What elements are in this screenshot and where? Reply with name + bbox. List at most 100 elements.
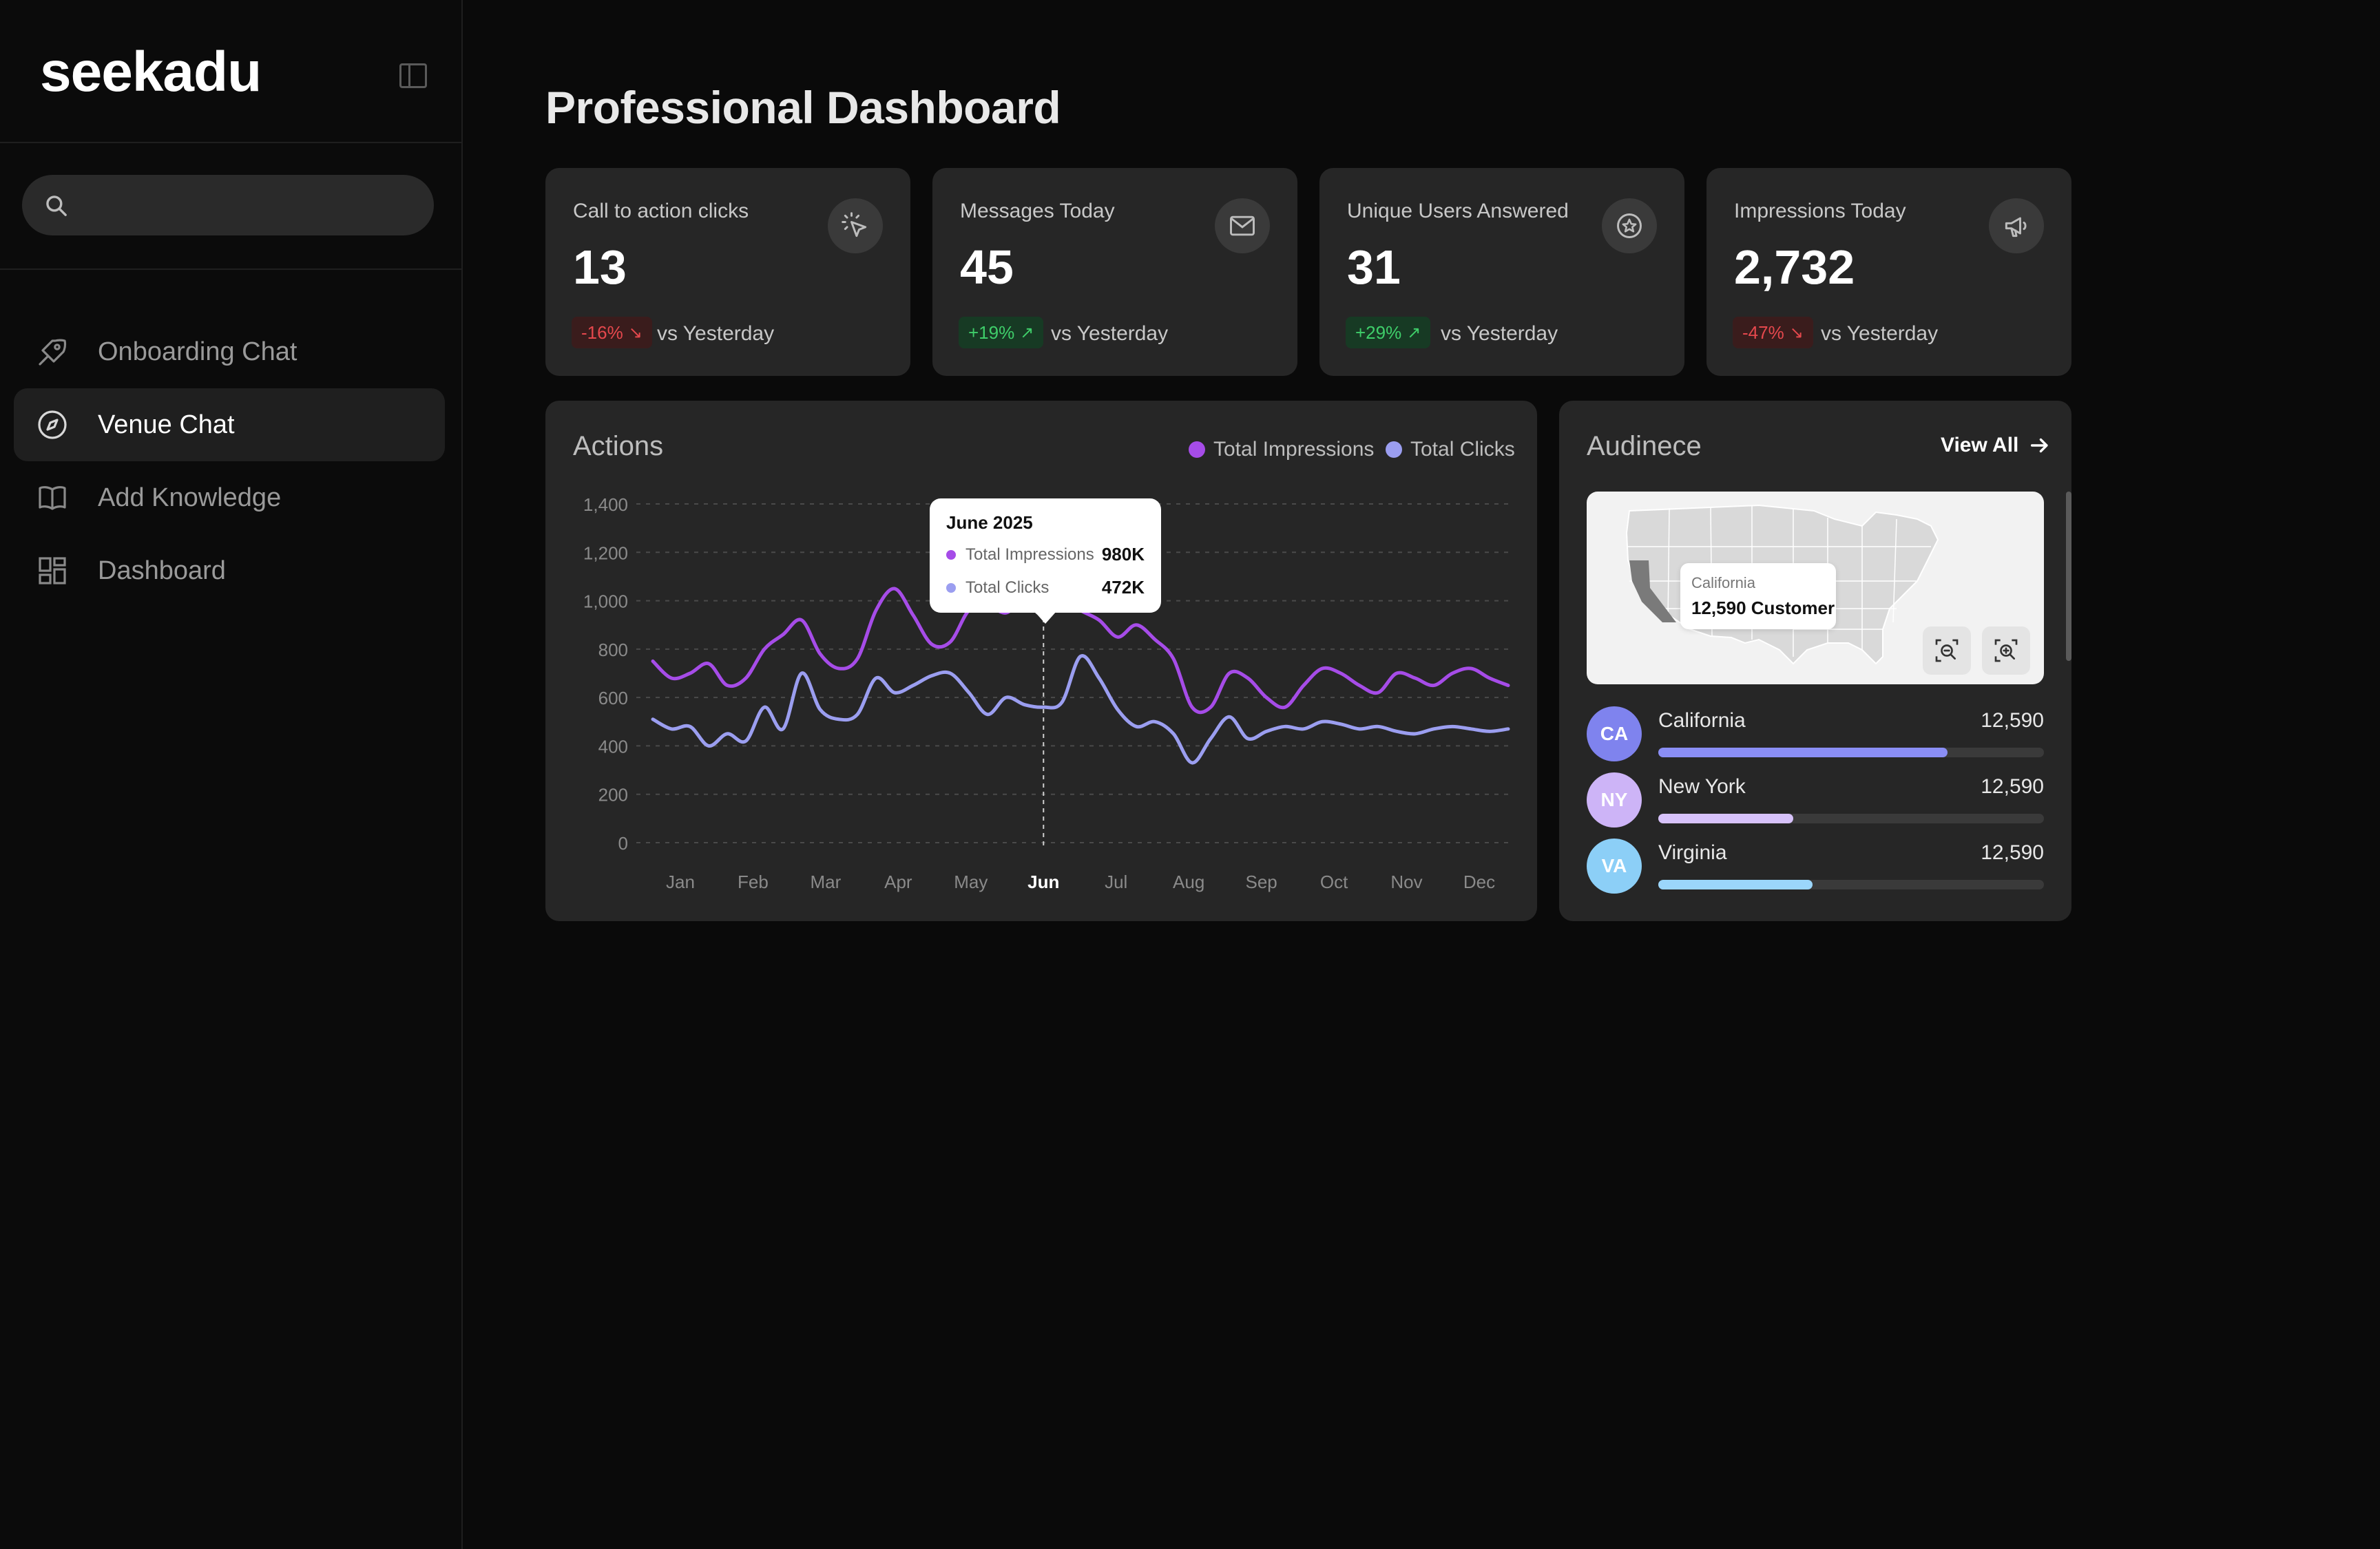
tooltip-row-value: 980K xyxy=(1101,544,1145,565)
actions-title: Actions xyxy=(573,431,664,461)
actions-panel xyxy=(545,401,1537,921)
tooltip-swatch xyxy=(946,549,956,560)
x-tick-label: Aug xyxy=(1173,872,1204,892)
region-row-california: CA California 12,590 xyxy=(1587,706,2044,761)
view-all-link[interactable]: View All xyxy=(1941,434,2052,457)
legend-swatch xyxy=(1386,441,1402,458)
sidebar-item-label: Add Knowledge xyxy=(98,483,282,512)
region-avatar: NY xyxy=(1587,772,1642,828)
stat-card-messages-today: Messages Today 45 +19% ↗ vs Yesterday xyxy=(932,168,1297,376)
megaphone-icon xyxy=(1989,198,2044,253)
audience-scrollbar[interactable] xyxy=(2066,492,2071,661)
region-name: New York xyxy=(1658,775,1746,798)
y-tick-label: 1,200 xyxy=(583,542,628,563)
x-tick-label: Jul xyxy=(1105,872,1127,892)
stat-value: 45 xyxy=(960,240,1014,294)
mail-icon xyxy=(1215,198,1270,253)
map-tooltip: California 12,590 Customer xyxy=(1680,563,1836,629)
region-progress-track xyxy=(1658,880,2044,889)
divider xyxy=(0,142,463,143)
sidebar-item-label: Onboarding Chat xyxy=(98,337,298,366)
zoom-in-icon xyxy=(1994,639,2018,662)
star-badge-icon xyxy=(1602,198,1657,253)
region-avatar: VA xyxy=(1587,839,1642,894)
y-tick-label: 1,000 xyxy=(583,591,628,612)
zoom-in-button[interactable] xyxy=(1982,626,2030,675)
sidebar-item-onboarding-chat[interactable]: Onboarding Chat xyxy=(14,315,445,388)
tooltip-title: June 2025 xyxy=(946,512,1033,533)
stat-label: Unique Users Answered xyxy=(1347,200,1569,222)
y-tick-label: 400 xyxy=(598,736,628,757)
region-progress-fill xyxy=(1658,814,1793,823)
cursor-click-icon xyxy=(828,198,883,253)
region-row-new-york: NY New York 12,590 xyxy=(1587,772,2044,828)
map-tooltip-label: California xyxy=(1691,574,1755,591)
comparison-label: vs Yesterday xyxy=(657,322,775,345)
stat-label: Call to action clicks xyxy=(573,200,749,222)
region-name: California xyxy=(1658,709,1746,732)
region-row-virginia: VA Virginia 12,590 xyxy=(1587,839,2044,894)
y-tick-label: 0 xyxy=(618,833,628,854)
stat-card-unique-users: Unique Users Answered 31 +29% ↗ vs Yester… xyxy=(1319,168,1684,376)
page-title: Professional Dashboard xyxy=(545,82,1061,133)
book-icon xyxy=(39,486,66,510)
sidebar-item-add-knowledge[interactable]: Add Knowledge xyxy=(14,461,445,534)
region-avatar: CA xyxy=(1587,706,1642,761)
change-value: +19% xyxy=(968,322,1015,343)
x-tick-label: Apr xyxy=(884,872,912,892)
view-all-label: View All xyxy=(1941,434,2019,456)
change-badge: +19% ↗ xyxy=(959,317,1044,348)
region-value: 12,590 xyxy=(1981,775,2044,798)
change-badge: -47% ↘ xyxy=(1733,317,1813,348)
sidebar-item-venue-chat[interactable]: Venue Chat xyxy=(14,388,445,461)
tooltip-row-clicks: Total Clicks 472K xyxy=(946,577,1145,598)
region-value: 12,590 xyxy=(1981,841,2044,864)
change-badge: +29% ↗ xyxy=(1346,317,1431,348)
region-progress-track xyxy=(1658,814,2044,823)
y-tick-label: 200 xyxy=(598,785,628,805)
arrow-down-right-icon: ↘ xyxy=(628,323,643,342)
arrow-up-right-icon: ↗ xyxy=(1407,323,1421,342)
region-progress-fill xyxy=(1658,748,1948,757)
stat-label: Messages Today xyxy=(960,200,1115,222)
divider xyxy=(0,268,463,270)
tooltip-row-label: Total Clicks xyxy=(965,578,1050,597)
comparison-label: vs Yesterday xyxy=(1441,322,1558,345)
rocket-icon xyxy=(39,339,67,366)
region-progress-fill xyxy=(1658,880,1813,889)
legend-label: Total Impressions xyxy=(1213,438,1375,461)
arrow-down-right-icon: ↘ xyxy=(1789,323,1804,342)
legend-label: Total Clicks xyxy=(1410,438,1515,461)
legend-total-clicks[interactable]: Total Clicks xyxy=(1386,438,1515,461)
x-tick-label: Mar xyxy=(811,872,842,892)
y-tick-label: 600 xyxy=(598,688,628,708)
arrow-right-icon xyxy=(2031,438,2049,453)
tooltip-swatch xyxy=(946,582,956,593)
zoom-out-button[interactable] xyxy=(1923,626,1971,675)
change-value: -47% xyxy=(1742,322,1784,343)
legend-total-impressions[interactable]: Total Impressions xyxy=(1189,438,1374,461)
x-tick-label: Oct xyxy=(1320,872,1348,892)
stat-label: Impressions Today xyxy=(1734,200,1906,222)
arrow-up-right-icon: ↗ xyxy=(1020,323,1034,342)
series-line-total-clicks xyxy=(651,654,1510,765)
search-input[interactable] xyxy=(22,175,434,235)
sidebar-item-label: Venue Chat xyxy=(98,410,235,439)
x-tick-label: Jun xyxy=(1027,872,1059,892)
search-icon xyxy=(46,196,67,216)
brand-logo: seekadu xyxy=(40,41,262,103)
usa-map[interactable]: California 12,590 Customer xyxy=(1587,492,2044,684)
stat-card-impressions-today: Impressions Today 2,732 -47% ↘ vs Yesterd… xyxy=(1706,168,2071,376)
sidebar-item-dashboard[interactable]: Dashboard xyxy=(14,534,445,607)
stat-card-cta-clicks: Call to action clicks 13 -16% ↘ vs Yester… xyxy=(545,168,910,376)
x-tick-label: May xyxy=(954,872,988,892)
tooltip-row-impressions: Total Impressions 980K xyxy=(946,544,1145,565)
zoom-out-icon xyxy=(1935,639,1959,662)
legend-swatch xyxy=(1189,441,1205,458)
stat-value: 2,732 xyxy=(1734,240,1855,294)
stat-value: 13 xyxy=(573,240,627,294)
sidebar-item-label: Dashboard xyxy=(98,556,226,585)
y-tick-label: 800 xyxy=(598,640,628,660)
sidebar-toggle-icon[interactable] xyxy=(399,63,427,88)
